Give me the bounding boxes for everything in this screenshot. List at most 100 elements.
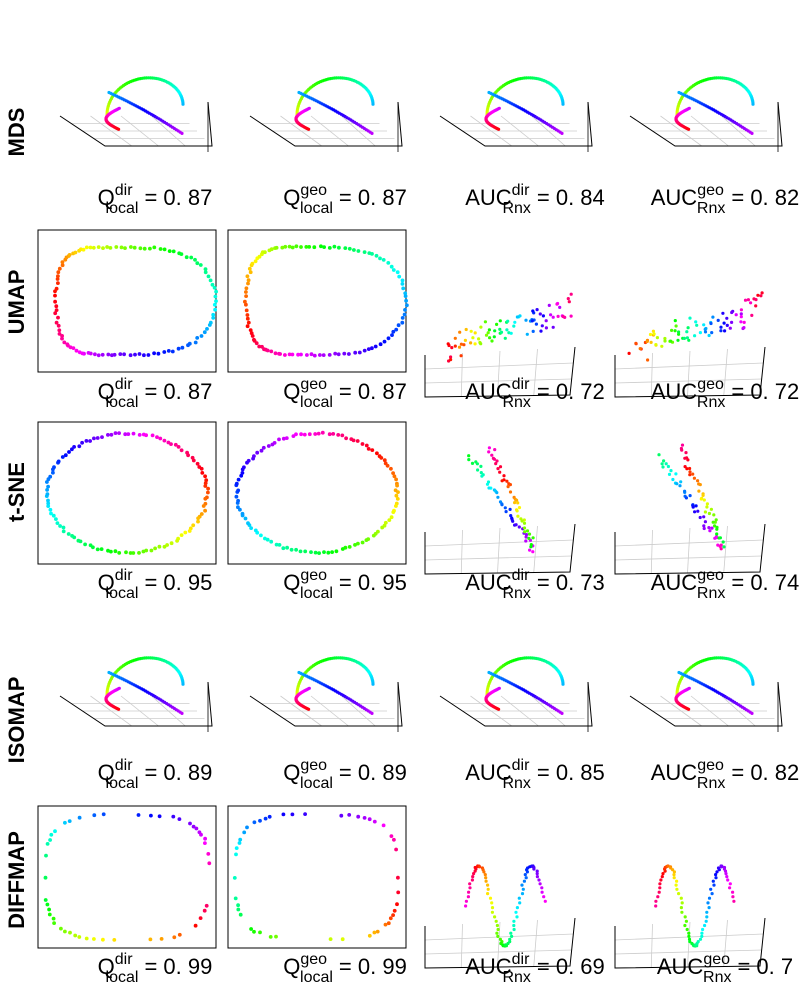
data-point (277, 543, 282, 547)
data-point (124, 550, 128, 555)
data-point (386, 921, 391, 926)
axis-line (629, 681, 783, 727)
axis-line (59, 101, 213, 147)
data-point (714, 518, 718, 522)
data-point (318, 353, 322, 357)
data-point (483, 873, 487, 877)
data-point (355, 439, 360, 443)
data-point (396, 875, 400, 880)
data-point (750, 313, 754, 317)
data-point (331, 432, 336, 436)
data-point (181, 682, 185, 686)
data-point (370, 448, 375, 452)
data-point (492, 335, 496, 339)
panel-0-3 (629, 76, 783, 152)
data-point (709, 321, 713, 326)
metric-sup: dir (115, 757, 133, 774)
data-point (100, 435, 104, 439)
metric-label: AUCdir Rnx = 0. 85 (465, 757, 605, 792)
data-point (484, 879, 488, 883)
metric-sub: local (106, 775, 139, 792)
data-point (561, 682, 565, 686)
data-point (382, 339, 387, 344)
data-point (697, 489, 701, 493)
metric-base: AUC (651, 379, 698, 404)
data-point (203, 267, 208, 271)
grid-line (460, 352, 463, 397)
data-point (342, 351, 347, 356)
grid-line (533, 525, 538, 573)
data-point (252, 337, 256, 342)
data-point (131, 431, 136, 436)
metric-sup: geo (300, 757, 327, 774)
data-point (204, 478, 209, 483)
data-point (499, 330, 504, 334)
data-point (520, 883, 524, 887)
data-point (538, 882, 542, 886)
data-point (700, 931, 704, 935)
axes-3d (424, 523, 576, 575)
data-point (515, 509, 519, 513)
data-point (707, 906, 711, 910)
data-point (246, 320, 251, 325)
metric-sub: local (106, 200, 139, 217)
data-point (88, 543, 93, 548)
data-point (459, 342, 463, 346)
data-point (234, 494, 239, 499)
metric-base: Q (283, 570, 300, 595)
data-point (371, 533, 376, 538)
data-point (313, 550, 318, 555)
data-point (370, 711, 374, 716)
metric-label: Qgeo local = 0. 99 (283, 951, 407, 986)
data-point (401, 286, 406, 291)
data-point (724, 872, 728, 876)
data-point (683, 915, 687, 919)
data-point (250, 261, 255, 266)
data-point (532, 867, 536, 871)
data-point (171, 249, 176, 254)
data-point (400, 282, 405, 286)
data-point (53, 829, 57, 834)
data-point (693, 334, 697, 338)
data-point (560, 131, 564, 135)
data-point (691, 472, 695, 476)
axes-3d (629, 101, 783, 152)
data-point (48, 838, 52, 842)
data-point (698, 483, 702, 487)
data-point (141, 549, 146, 554)
data-point (654, 899, 658, 903)
axes-3d (439, 101, 593, 152)
data-point (468, 882, 472, 886)
data-point (464, 904, 468, 908)
metric-value: = 0. 84 (537, 185, 605, 210)
data-point (281, 546, 286, 551)
data-point (677, 330, 681, 334)
data-point (649, 340, 653, 344)
data-point (540, 890, 544, 894)
data-point (343, 246, 348, 251)
data-point (705, 502, 710, 506)
data-point (351, 438, 356, 443)
data-point (388, 916, 393, 921)
data-point (469, 341, 473, 345)
data-point (357, 350, 362, 355)
data-point (654, 343, 658, 347)
metric-value: = 0. 73 (537, 570, 605, 595)
data-point (294, 432, 298, 437)
data-point (509, 514, 513, 518)
data-point (307, 245, 312, 249)
data-point (380, 525, 385, 530)
data-point (375, 451, 379, 456)
data-point (114, 245, 119, 249)
data-point (480, 474, 484, 478)
data-point (236, 505, 240, 510)
data-point (96, 353, 101, 358)
data-point (703, 327, 707, 331)
data-point (243, 516, 248, 521)
data-point (299, 245, 303, 249)
data-point (347, 352, 351, 356)
data-point (67, 819, 72, 823)
metric-base: Q (98, 760, 115, 785)
data-point (191, 824, 196, 829)
data-point (283, 244, 288, 249)
